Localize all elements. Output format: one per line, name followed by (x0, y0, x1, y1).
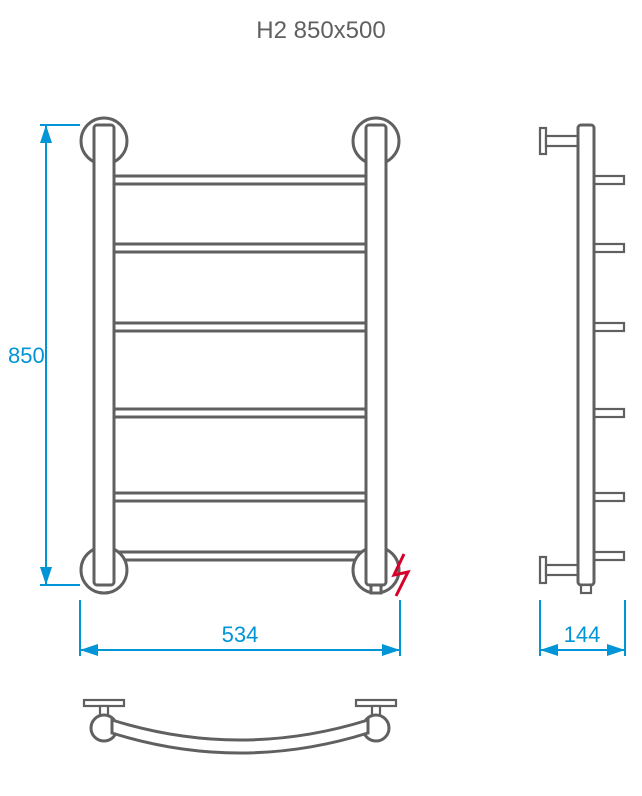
side-view (540, 125, 624, 593)
side-mount-top (540, 128, 578, 154)
side-mount-bottom (540, 557, 578, 583)
dimension-depth: 144 (540, 600, 625, 656)
dimension-width: 534 (80, 600, 400, 656)
dimension-height-value: 850 (8, 343, 45, 368)
top-view (84, 700, 396, 753)
title: H2 850x500 (256, 17, 385, 44)
front-view (81, 118, 408, 596)
dimension-width-value: 534 (222, 622, 259, 647)
front-rungs (104, 176, 376, 560)
dimension-depth-value: 144 (564, 622, 601, 647)
dimension-height: 850 (8, 125, 80, 585)
